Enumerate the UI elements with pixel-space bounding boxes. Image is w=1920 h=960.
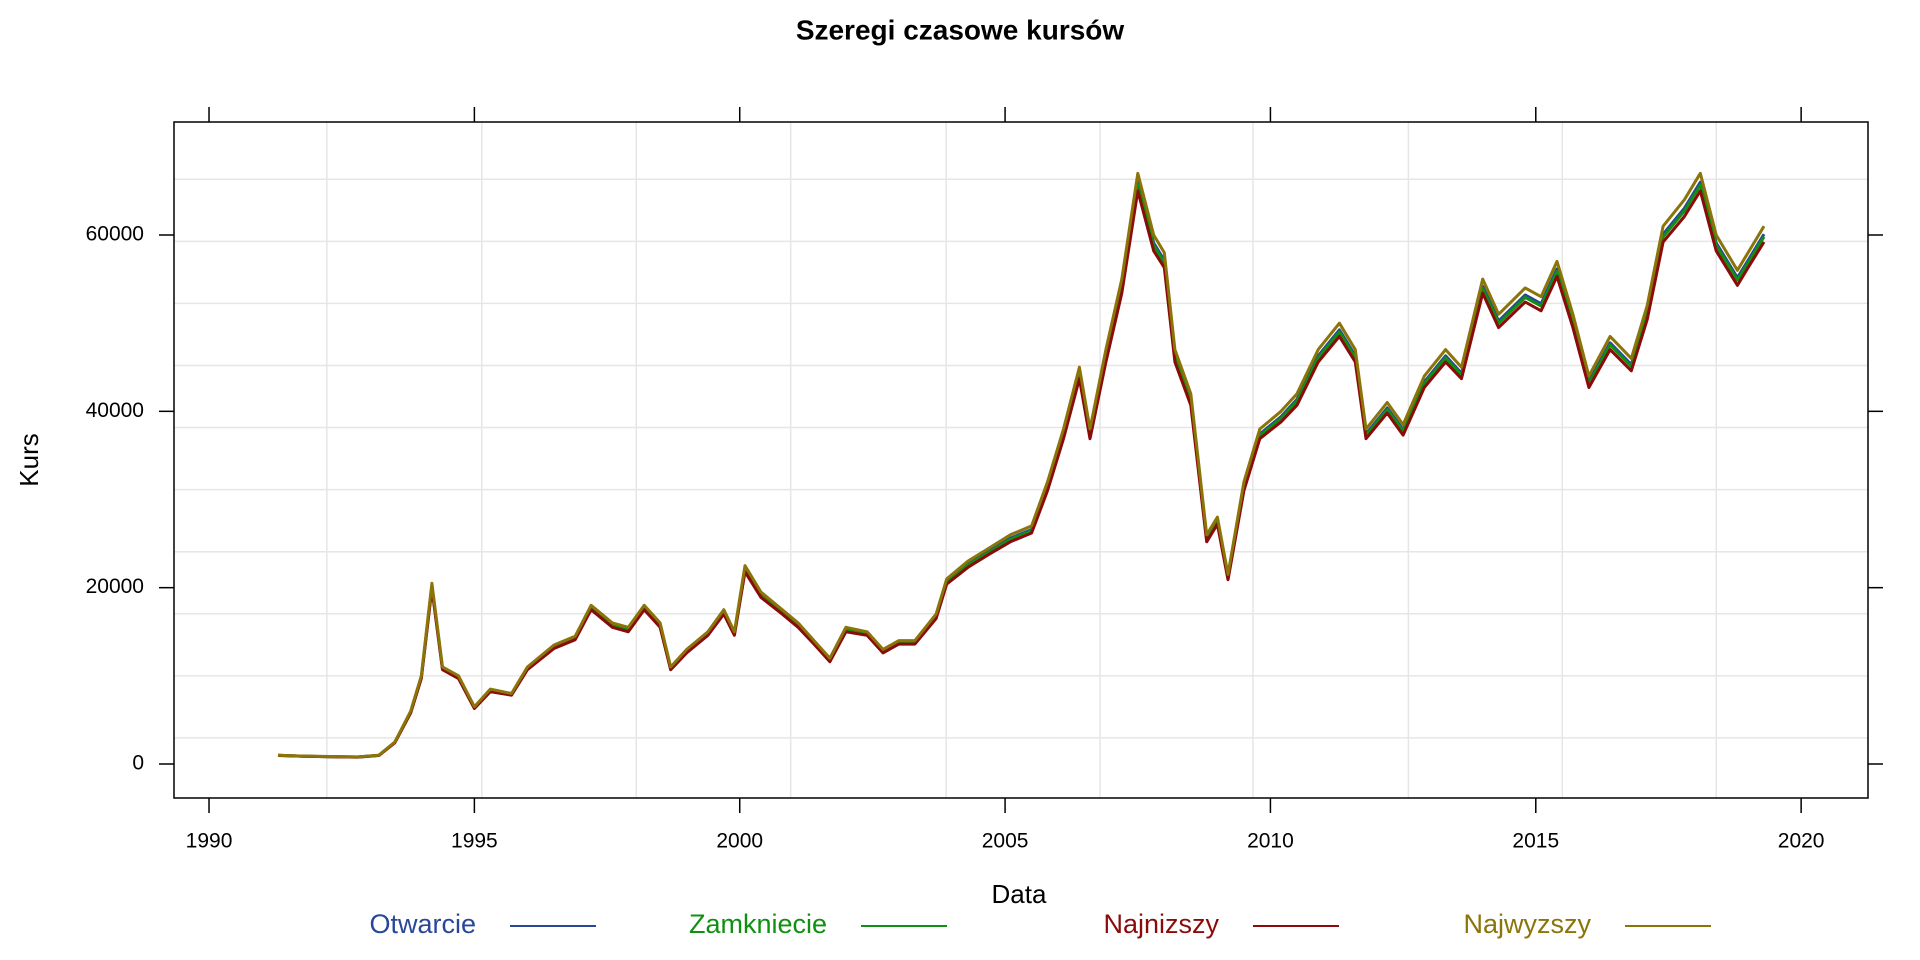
series-line [277,189,1766,759]
x-tick-label: 2015 [1512,830,1559,853]
x-tick-label: 1995 [451,830,498,853]
legend-label: Najwyzszy [1463,909,1591,939]
y-tick-label: 20000 [86,575,144,598]
x-tick-label: 2020 [1778,830,1825,853]
plot-frame [173,121,1869,799]
legend-label: Zamkniecie [689,909,827,939]
x-axis-label: Data [992,879,1047,909]
series-line [277,171,1766,759]
series-line [277,180,1766,759]
x-tick-label: 2000 [716,830,763,853]
x-tick-label: 2010 [1247,830,1294,853]
series-line [277,183,1766,759]
y-axis-label: Kurs [14,433,44,486]
x-tick-label: 1990 [186,830,233,853]
x-tick-label: 2005 [982,830,1029,853]
legend-label: Otwarcie [369,909,476,939]
y-tick-label: 0 [132,752,144,775]
chart-title: Szeregi czasowe kursów [796,14,1125,45]
y-tick-label: 60000 [86,223,144,246]
legend-label: Najnizszy [1103,909,1219,939]
y-tick-label: 40000 [86,399,144,422]
